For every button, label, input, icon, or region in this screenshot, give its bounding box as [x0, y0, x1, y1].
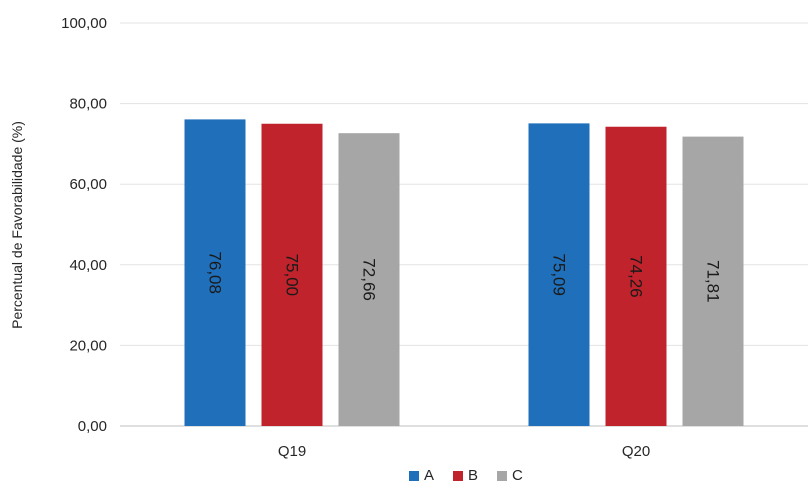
bar-value-label: 75,00 [283, 254, 302, 297]
y-axis-title: Percentual de Favorabilidade (%) [9, 121, 25, 329]
bar-value-label: 76,08 [206, 251, 225, 294]
bar-a-q19 [184, 119, 246, 427]
legend-swatch-b [453, 471, 463, 481]
y-tick-label: 40,00 [69, 257, 107, 274]
category-labels: Q19 Q20 [278, 443, 650, 460]
legend-label-a: A [424, 467, 434, 484]
legend-label-b: B [468, 467, 478, 484]
category-label: Q20 [622, 443, 650, 460]
bar-c-q20 [682, 136, 744, 426]
bar-labels: 76,08 75,00 72,66 75,09 74,26 71,81 [206, 251, 723, 302]
bar-c-q19 [338, 133, 400, 426]
bar-b-q19 [261, 123, 323, 426]
legend-swatch-c [497, 471, 507, 481]
bars [184, 119, 744, 427]
y-tick-label: 100,00 [61, 15, 107, 32]
bar-value-label: 75,09 [550, 253, 569, 296]
bar-b-q20 [605, 126, 667, 426]
legend-swatch-a [409, 471, 419, 481]
y-tick-label: 20,00 [69, 337, 107, 354]
legend: A B C [409, 467, 523, 484]
bar-a-q20 [528, 123, 590, 426]
bar-value-label: 72,66 [360, 258, 379, 301]
y-tick-label: 80,00 [69, 96, 107, 113]
y-tick-label: 60,00 [69, 176, 107, 193]
bar-value-label: 74,26 [627, 255, 646, 298]
bar-value-label: 71,81 [704, 260, 723, 303]
category-label: Q19 [278, 443, 306, 460]
legend-label-c: C [512, 467, 523, 484]
y-tick-label: 0,00 [78, 418, 107, 435]
y-tick-labels: 0,00 20,00 40,00 60,00 80,00 100,00 [61, 15, 107, 435]
